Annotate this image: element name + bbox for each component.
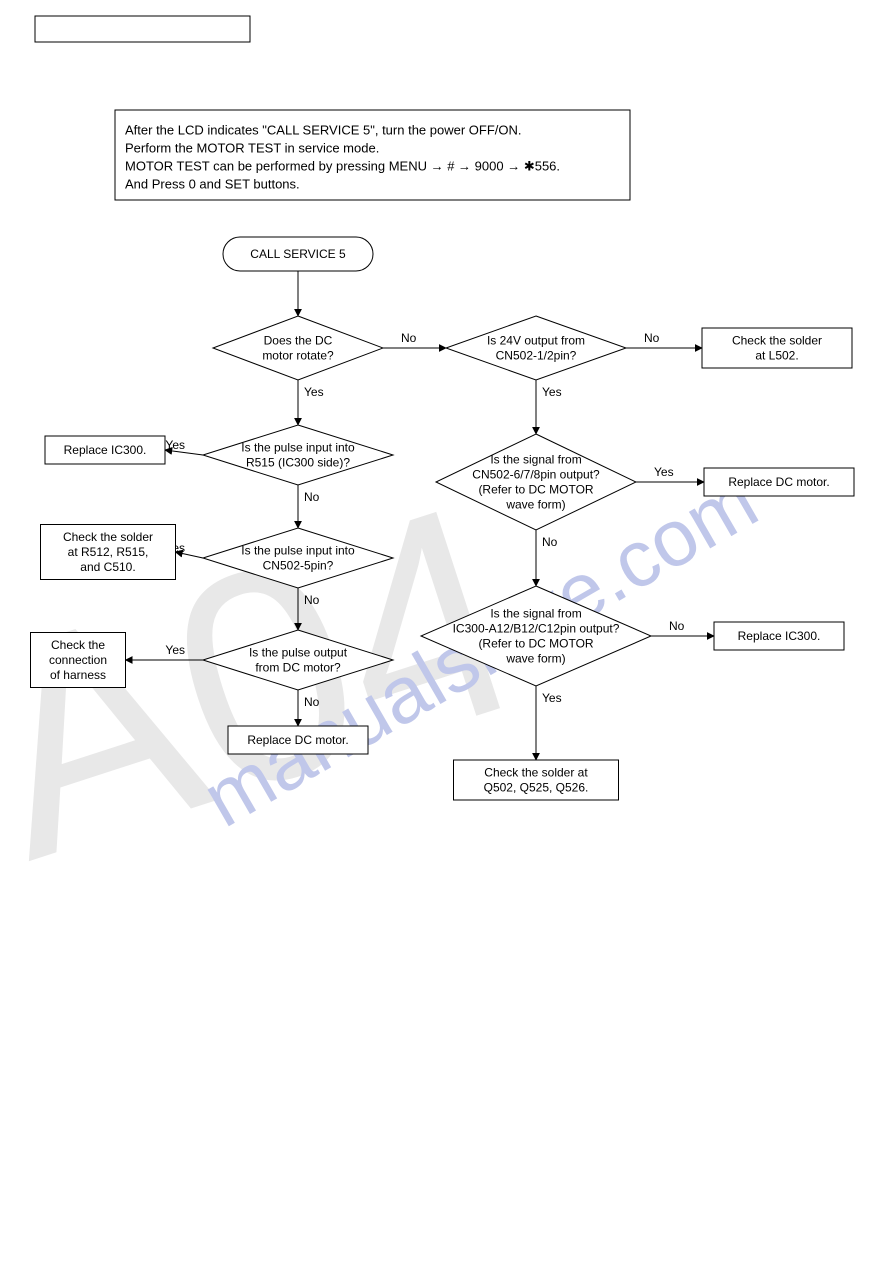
edge-label: No <box>304 593 320 607</box>
node-r_dc_right: Replace DC motor. <box>704 468 854 496</box>
node-text: Check the solder <box>63 530 153 544</box>
node-text: Q502, Q525, Q526. <box>484 781 589 795</box>
node-text: Replace DC motor. <box>247 733 348 747</box>
node-text: CALL SERVICE 5 <box>250 247 346 261</box>
node-text: R515 (IC300 side)? <box>246 456 350 470</box>
node-text: Is the pulse output <box>249 646 348 660</box>
node-r_ic300_left: Replace IC300. <box>45 436 165 464</box>
edges: NoNoYesYesNoYesNoYesNoYesYesNoNoYes <box>126 271 715 760</box>
edge-label: Yes <box>542 385 562 399</box>
edge-label: Yes <box>165 438 185 452</box>
node-text: Check the solder at <box>484 766 588 780</box>
edge-label: No <box>644 331 660 345</box>
node-d_24v: Is 24V output fromCN502-1/2pin? <box>446 316 626 380</box>
node-text: IC300-A12/B12/C12pin output? <box>453 622 620 636</box>
edge-label: No <box>669 619 685 633</box>
node-r_q502: Check the solder atQ502, Q525, Q526. <box>454 760 619 800</box>
edge-label: No <box>542 535 558 549</box>
node-r_ic300_right: Replace IC300. <box>714 622 844 650</box>
node-text: at L502. <box>755 349 798 363</box>
instruction-line: After the LCD indicates "CALL SERVICE 5"… <box>125 122 522 137</box>
node-text: Replace DC motor. <box>728 475 829 489</box>
edge-label: Yes <box>654 465 674 479</box>
node-d_rotate: Does the DCmotor rotate? <box>213 316 383 380</box>
node-d_cn5025: Is the pulse input intoCN502-5pin? <box>203 528 393 588</box>
node-text: (Refer to DC MOTOR <box>478 483 593 497</box>
edge-label: Yes <box>165 643 185 657</box>
node-text: at R512, R515, <box>68 545 149 559</box>
node-text: of harness <box>50 668 106 682</box>
node-text: Check the <box>51 638 105 652</box>
node-text: CN502-1/2pin? <box>496 349 577 363</box>
node-text: Is 24V output from <box>487 334 585 348</box>
node-text: (Refer to DC MOTOR <box>478 637 593 651</box>
node-text: Is the signal from <box>490 453 581 467</box>
edge-label: No <box>304 695 320 709</box>
node-text: CN502-5pin? <box>263 559 334 573</box>
edge-label: No <box>304 490 320 504</box>
node-d_cn502678: Is the signal fromCN502-6/7/8pin output?… <box>436 434 636 530</box>
node-text: Is the pulse input into <box>241 544 355 558</box>
edge-label: Yes <box>304 385 324 399</box>
node-text: Does the DC <box>264 334 333 348</box>
node-text: Replace IC300. <box>64 443 147 457</box>
node-text: connection <box>49 653 107 667</box>
node-text: and C510. <box>80 560 135 574</box>
node-start: CALL SERVICE 5 <box>223 237 373 271</box>
node-text: from DC motor? <box>255 661 341 675</box>
node-text: wave form) <box>505 652 565 666</box>
node-r_l502: Check the solderat L502. <box>702 328 852 368</box>
node-text: wave form) <box>505 498 565 512</box>
instruction-line: And Press 0 and SET buttons. <box>125 176 300 191</box>
node-d_r515: Is the pulse input intoR515 (IC300 side)… <box>203 425 393 485</box>
node-text: motor rotate? <box>262 349 334 363</box>
edge-label: No <box>401 331 417 345</box>
nodes: CALL SERVICE 5 Does the DCmotor rotate? Is… <box>31 237 855 800</box>
node-d_ic300pins: Is the signal fromIC300-A12/B12/C12pin o… <box>421 586 651 686</box>
node-text: Check the solder <box>732 334 822 348</box>
flowchart-canvas: After the LCD indicates "CALL SERVICE 5"… <box>0 0 893 1263</box>
edge-label: Yes <box>542 691 562 705</box>
header-box <box>35 16 250 42</box>
node-r_solder_r: Check the solderat R512, R515,and C510. <box>41 525 176 580</box>
node-r_harness: Check theconnectionof harness <box>31 633 126 688</box>
instruction-line: Perform the MOTOR TEST in service mode. <box>125 140 379 155</box>
node-text: Is the signal from <box>490 607 581 621</box>
node-r_dc_left: Replace DC motor. <box>228 726 368 754</box>
node-text: Is the pulse input into <box>241 441 355 455</box>
node-text: CN502-6/7/8pin output? <box>472 468 600 482</box>
instruction-line: MOTOR TEST can be performed by pressing … <box>125 158 560 173</box>
node-d_dcout: Is the pulse outputfrom DC motor? <box>203 630 393 690</box>
node-text: Replace IC300. <box>738 629 821 643</box>
